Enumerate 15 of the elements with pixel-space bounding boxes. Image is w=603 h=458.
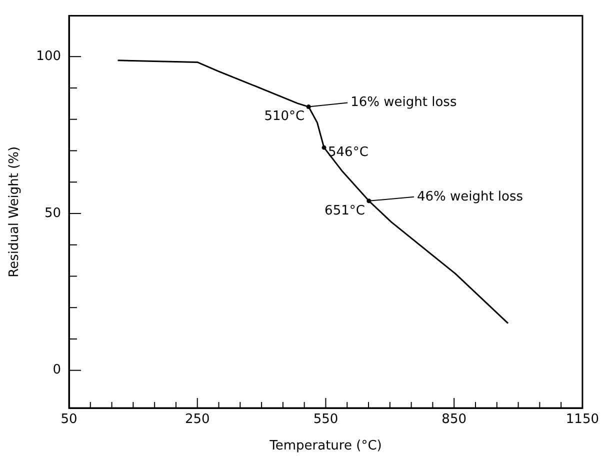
- x-tick-label: 550: [313, 412, 338, 428]
- x-tick-label: 250: [184, 412, 210, 428]
- y-tick-label: 100: [36, 48, 61, 64]
- y-tick-label: 50: [44, 206, 61, 221]
- x-tick-label: 850: [442, 412, 467, 428]
- annotation: 546°C: [328, 144, 368, 160]
- x-axis-title: Temperature (°C): [268, 438, 382, 454]
- annotation: 651°C: [324, 203, 365, 218]
- x-tick-label: 50: [60, 412, 78, 428]
- y-tick-label: 0: [52, 362, 61, 378]
- x-tick-label: 1150: [566, 412, 600, 428]
- annotation: 16% weight loss: [350, 95, 457, 110]
- annotation: 510°C: [264, 109, 305, 124]
- annotation: 46% weight loss: [416, 189, 524, 204]
- y-axis-title: Residual Weight (%): [7, 146, 22, 278]
